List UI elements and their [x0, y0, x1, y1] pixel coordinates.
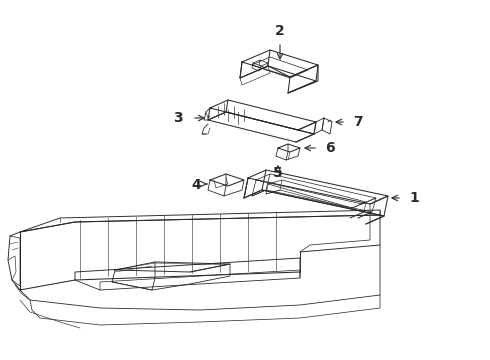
Text: 6: 6	[325, 141, 335, 155]
Text: 7: 7	[353, 115, 363, 129]
Text: 3: 3	[173, 111, 183, 125]
Text: 1: 1	[409, 191, 419, 205]
Text: 4: 4	[191, 178, 201, 192]
Text: 5: 5	[273, 166, 283, 180]
Text: 2: 2	[275, 24, 285, 38]
